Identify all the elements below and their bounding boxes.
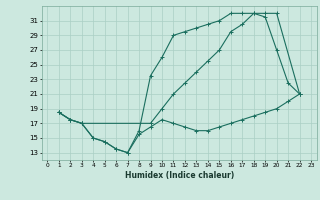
X-axis label: Humidex (Indice chaleur): Humidex (Indice chaleur) <box>124 171 234 180</box>
